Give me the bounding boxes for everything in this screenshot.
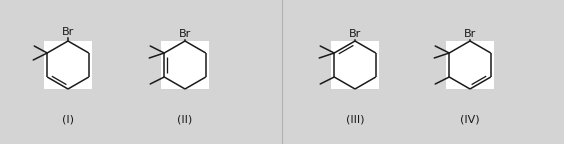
Text: (II): (II) (177, 115, 193, 125)
Text: Br: Br (62, 27, 74, 37)
Text: Br: Br (349, 29, 361, 39)
Text: Br: Br (179, 29, 191, 39)
Text: (IV): (IV) (460, 115, 480, 125)
Bar (331, 41, 379, 89)
Text: Br: Br (464, 29, 476, 39)
Bar (446, 41, 494, 89)
Bar (44, 41, 92, 89)
Text: (III): (III) (346, 115, 364, 125)
Text: (I): (I) (62, 115, 74, 125)
Bar (161, 41, 209, 89)
